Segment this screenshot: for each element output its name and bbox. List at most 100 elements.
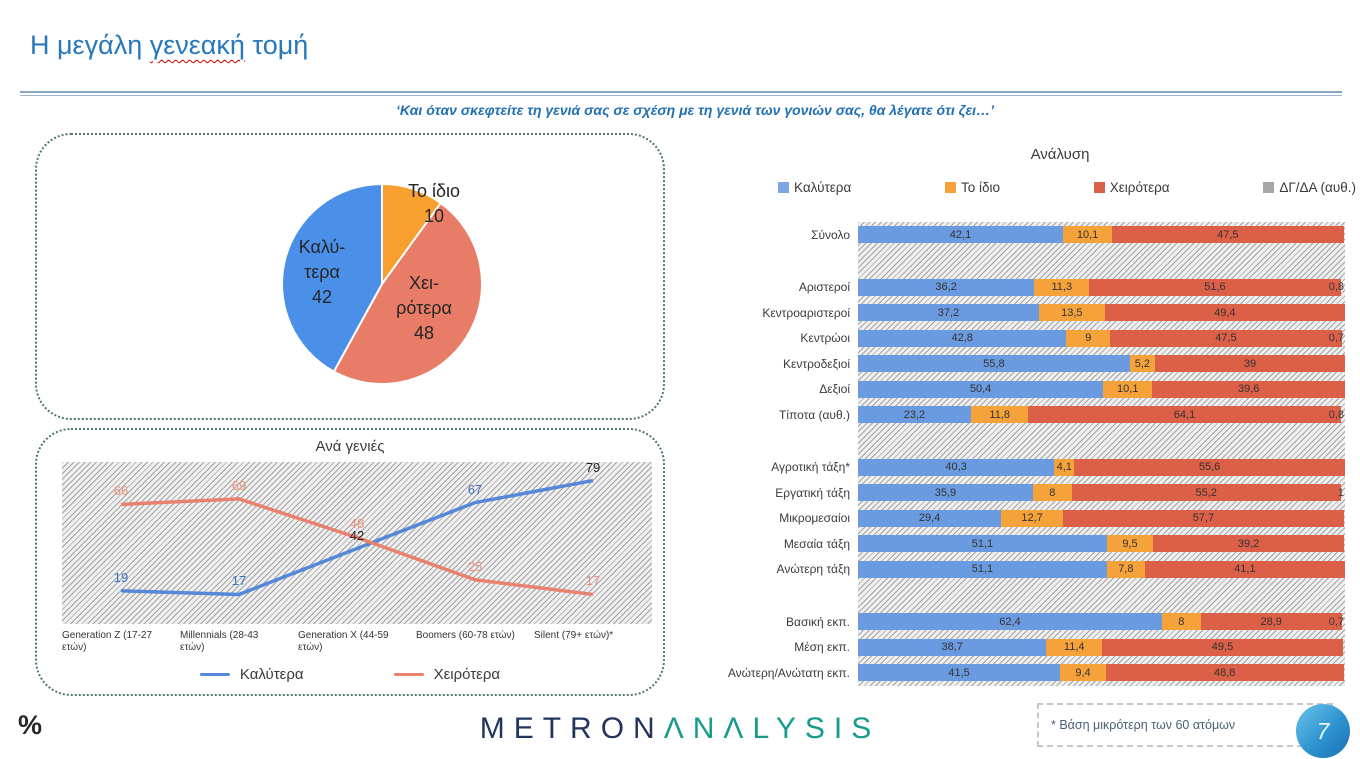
bar-row: Ανώτερη/Ανώτατη εκπ. 41,5 9,4 48,8 (728, 660, 1345, 686)
bar-segment-value: 51,1 (971, 537, 994, 550)
bar-segment: 49,5 (1101, 638, 1344, 656)
category-label: Αριστεροί (798, 280, 850, 295)
bar-segment: 7,8 (1106, 560, 1145, 578)
bar-segment-value: 36,2 (935, 281, 957, 294)
bar-segment: 35,9 (858, 484, 1033, 502)
bar-segment: 28,9 (1200, 613, 1342, 631)
bar-segment-value: 41,5 (948, 666, 970, 679)
bar-stack: 42,1 10,1 47,5 (858, 226, 1345, 244)
bar-segment: 39,6 (1152, 380, 1345, 398)
bar-segment-value: 23,2 (903, 408, 926, 421)
category-label: Μεσαία τάξη (783, 536, 850, 551)
line-chart-legend: Καλύτερα Χειρότερα (37, 666, 663, 683)
page-number: 7 (1316, 717, 1330, 744)
bar-chart-title: Ανάλυση (1030, 146, 1090, 163)
bar-segment-value: 51,1 (971, 563, 994, 576)
bar-stack: 37,2 13,5 49,4 (858, 304, 1345, 322)
bar-segment: 9,4 (1060, 664, 1106, 682)
bar-segment-value: 39,2 (1237, 537, 1260, 550)
line-series-svg (120, 478, 594, 597)
bar-segment: 39 (1155, 355, 1345, 373)
bar-chart-plot: Σύνολο 42,1 10,1 47,5 Αριστεροί 36,2 11,3 51,6 0… (728, 222, 1345, 686)
category-label: Ανώτερη/Ανώτατη εκπ. (727, 665, 850, 680)
bar-segment: 50,4 (858, 380, 1104, 398)
bar-stack: 50,4 10,1 39,6 (858, 380, 1345, 398)
dk-da-value: 0,8 (1328, 281, 1344, 294)
bar-row: Δεξιοί 50,4 10,1 39,6 (819, 377, 1345, 403)
dk-da-value: 1 (1337, 486, 1344, 499)
bar-segment-value: 29,4 (918, 512, 941, 525)
bar-segment-value: 13,5 (1061, 306, 1083, 319)
bar-stack: 38,7 11,4 49,5 (858, 638, 1345, 656)
bar-stack: 55,8 5,2 39 (858, 355, 1345, 373)
bar-segment-value: 62,4 (999, 615, 1021, 628)
pie-chart (281, 182, 483, 385)
data-point-label: 42 (349, 527, 365, 543)
line-series-Χειρότερα (120, 497, 594, 597)
bar-segment-value: 11,4 (1063, 641, 1085, 654)
legend-label: Χειρότερα (433, 666, 501, 683)
data-point-label: 19 (113, 569, 129, 585)
line-chart-panel: Ανά γενιές 19 17 42 67 79 66 69 48 25 17 Generati… (35, 428, 665, 696)
bar-segment: 5,2 (1129, 355, 1156, 373)
pie-chart-panel: Το ίδιο 10 Καλύ- τερα 42 Χει- ρότερα 48 (35, 133, 665, 420)
bar-segment: 51,6 (1089, 278, 1341, 296)
bar-stack: 62,4 8 28,9 (858, 613, 1345, 631)
bar-segment: 62,4 (858, 613, 1162, 631)
bar-segment-value: 10,1 (1076, 228, 1099, 241)
category-label: Σύνολο (811, 227, 850, 242)
bar-segment: 23,2 (858, 406, 971, 424)
bar-row: Βασική εκπ. 62,4 8 28,9 0,7 (786, 609, 1345, 635)
bar-segment-value: 51,6 (1204, 281, 1226, 294)
bar-segment: 55,6 (1074, 458, 1345, 476)
data-point-label: 25 (467, 558, 483, 574)
x-axis-label: Generation X (44-59 ετών) (298, 630, 389, 653)
bar-segment: 51,1 (858, 560, 1107, 578)
category-label: Μέση εκπ. (794, 640, 850, 655)
legend-line-swatch (199, 673, 230, 676)
bar-segment-value: 10,1 (1117, 383, 1139, 396)
bar-segment-value: 42,8 (951, 332, 973, 345)
bar-segment: 10,1 (1103, 380, 1153, 398)
category-label: Δεξιοί (819, 382, 850, 397)
bar-segment-value: 8 (1178, 615, 1185, 628)
bar-segment: 47,5 (1110, 329, 1342, 347)
category-label: Εργατική τάξη (775, 485, 850, 500)
bar-segment-value: 40,3 (945, 461, 967, 474)
group-spacer (858, 428, 1345, 455)
bar-row: Κεντροδεξιοί 55,8 5,2 39 (783, 351, 1345, 377)
bar-segment-value: 41,1 (1234, 563, 1256, 576)
bar-segment-value: 48,8 (1213, 666, 1236, 679)
bar-chart-legend: Καλύτερα Το ίδιο Χειρότερα ΔΓ/ΔΑ (αυθ.) (778, 180, 1356, 195)
page-number-badge: 7 (1296, 704, 1350, 758)
bar-segment-value: 64,1 (1173, 408, 1196, 421)
bar-segment-value: 11,3 (1051, 281, 1073, 294)
bar-row: Μέση εκπ. 38,7 11,4 49,5 (794, 635, 1345, 661)
bar-segment: 36,2 (858, 278, 1035, 296)
data-point-label: 67 (467, 481, 483, 497)
data-point-label: 17 (585, 573, 601, 589)
legend-swatch (778, 182, 789, 193)
dk-da-value: 0,8 (1328, 408, 1344, 421)
bar-row: Κεντρώοι 42,8 9 47,5 0,7 (800, 326, 1345, 352)
bar-segment: 11,3 (1034, 278, 1090, 296)
legend-label: Καλύτερα (239, 666, 304, 683)
bar-stack: 51,1 9,5 39,2 (858, 535, 1345, 553)
page-title-text-2: τομή (244, 30, 309, 60)
bar-segment-value: 9,4 (1075, 666, 1091, 679)
bar-segment-value: 37,2 (937, 306, 960, 319)
dk-da-value: 0,7 (1328, 332, 1344, 345)
bar-segment: 9 (1066, 329, 1111, 347)
bar-stack: 42,8 9 47,5 (858, 329, 1345, 347)
bar-segment: 47,5 (1112, 226, 1344, 244)
legend-item: ΔΓ/ΔΑ (αυθ.) (1263, 180, 1356, 195)
bar-segment-value: 55,2 (1195, 486, 1217, 499)
bar-segment: 12,7 (1001, 509, 1064, 527)
bar-segment-value: 28,9 (1260, 615, 1282, 628)
category-label: Κεντροδεξιοί (782, 356, 850, 371)
bar-segment: 10,1 (1063, 226, 1113, 244)
pie-label-better: Καλύ- τερα 42 (298, 237, 346, 307)
bar-segment-value: 49,5 (1211, 641, 1234, 654)
pie-label-same: Το ίδιο 10 (407, 181, 461, 226)
